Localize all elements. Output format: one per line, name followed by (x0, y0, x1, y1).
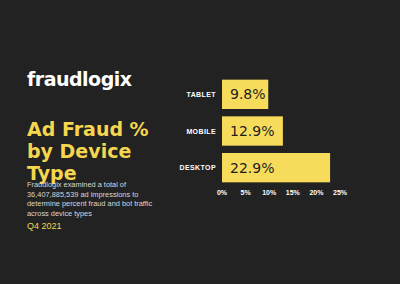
tick-label: 5% (241, 189, 252, 196)
bar (222, 153, 330, 182)
bars (222, 80, 330, 183)
x-axis: 0% 5% 10% 15% 20% 25% (217, 189, 348, 196)
chart: TABLET 9.8% MOBILE 12.9% DESKTOP 22.9% 0% 5% 10%… (0, 0, 400, 284)
tick-label: 0% (217, 189, 228, 196)
bar (222, 116, 283, 145)
data-label: 9.8% (230, 86, 266, 102)
data-label: 12.9% (230, 123, 274, 139)
category-label: TABLET (187, 91, 217, 98)
tick-label: 15% (286, 189, 301, 196)
tick-label: 20% (309, 189, 324, 196)
period: Q4 2021 (27, 221, 62, 231)
category-label: DESKTOP (179, 164, 216, 171)
logo: fraudlogix (27, 68, 132, 90)
bar (222, 80, 268, 109)
data-label: 22.9% (230, 160, 274, 176)
labels: TABLET 9.8% MOBILE 12.9% DESKTOP 22.9% (179, 86, 274, 175)
category-label: MOBILE (186, 128, 216, 135)
tick-label: 25% (333, 189, 348, 196)
tick-label: 10% (262, 189, 277, 196)
title: Ad Fraud % by Device Type (27, 118, 177, 184)
subtitle: Fraudlogix examined a total of 36,407,88… (27, 180, 167, 218)
